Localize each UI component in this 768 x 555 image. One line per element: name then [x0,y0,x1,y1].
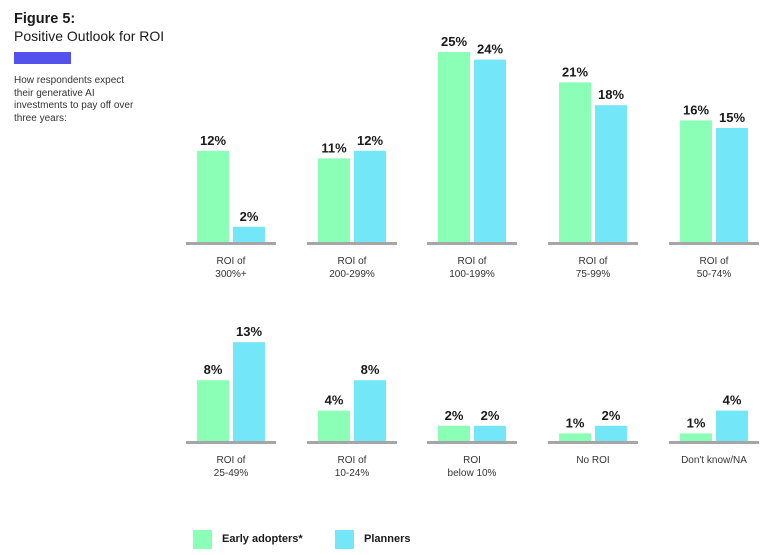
category-label-6: 10-24% [335,468,370,479]
data-label-planners-5: 13% [236,324,262,339]
category-label-3: 75-99% [576,269,611,280]
category-label-2: 100-199% [449,269,495,280]
bar-early-adopters-9 [680,433,712,441]
bar-early-adopters-1 [318,158,350,242]
data-label-planners-2: 24% [477,42,503,57]
category-label-1: 200-299% [329,269,375,280]
figure-description: How respondents expect their generative … [14,75,134,124]
baseline-2 [427,242,517,245]
roi-bar-chart: 12% 2% ROI of 300%+ 11% 12% ROI of 200-299% 25% 2… [186,34,759,479]
baseline-0 [186,242,276,245]
baseline-1 [307,242,397,245]
bar-early-adopters-5 [197,380,229,441]
bar-early-adopters-6 [318,410,350,441]
data-label-early-adopters-0: 12% [200,133,226,148]
legend-swatch-early-adopters [193,529,212,549]
bar-planners-3 [595,105,627,242]
bar-planners-1 [354,150,386,242]
category-label-7: below 10% [448,468,497,479]
bar-planners-8 [595,425,627,441]
baseline-9 [669,441,759,444]
category-label-0: ROI of [217,256,246,267]
category-label-0: 300%+ [215,269,247,280]
category-label-9: Don't know/NA [681,455,747,466]
category-label-8: No ROI [576,455,609,466]
baseline-4 [669,242,759,245]
legend-label-planners: Planners [364,533,411,545]
bar-early-adopters-7 [438,425,470,441]
data-label-early-adopters-7: 2% [445,408,464,423]
bar-planners-0 [233,226,265,242]
bar-early-adopters-3 [559,82,591,243]
baseline-8 [548,441,638,444]
category-label-1: ROI of [338,256,367,267]
category-label-3: ROI of [579,256,608,267]
data-label-early-adopters-1: 11% [321,140,347,155]
legend-item-planners: Planners [335,528,410,550]
data-label-early-adopters-4: 16% [683,102,709,117]
baseline-7 [427,441,517,444]
data-label-planners-0: 2% [240,209,259,224]
data-label-early-adopters-2: 25% [441,34,467,49]
bar-planners-9 [716,410,748,441]
bar-early-adopters-8 [559,433,591,441]
category-label-2: ROI of [458,256,487,267]
bar-planners-6 [354,380,386,441]
bar-planners-4 [716,128,748,242]
bar-planners-2 [474,59,506,242]
legend-swatch-planners [335,529,354,549]
data-label-early-adopters-8: 1% [566,415,585,430]
category-label-5: 25-49% [214,468,249,479]
baseline-5 [186,441,276,444]
data-label-planners-7: 2% [481,408,500,423]
category-label-7: ROI [463,455,481,466]
bar-planners-7 [474,425,506,441]
baseline-3 [548,242,638,245]
figure-number: Figure 5: [14,11,76,27]
data-label-early-adopters-3: 21% [562,64,588,79]
data-label-planners-3: 18% [598,87,624,102]
data-label-planners-8: 2% [602,408,621,423]
data-label-early-adopters-5: 8% [204,362,223,377]
data-label-planners-1: 12% [357,133,383,148]
data-label-planners-4: 15% [719,110,745,125]
bar-early-adopters-0 [197,150,229,242]
bar-early-adopters-2 [438,52,470,242]
bar-planners-5 [233,342,265,441]
category-label-5: ROI of [217,455,246,466]
data-label-planners-6: 8% [361,362,380,377]
data-label-early-adopters-9: 1% [687,415,706,430]
baseline-6 [307,441,397,444]
category-label-6: ROI of [338,455,367,466]
data-label-planners-9: 4% [723,393,742,408]
legend-item-early-adopters: Early adopters* [193,528,303,550]
accent-bar [14,52,71,64]
legend-label-early-adopters: Early adopters* [222,533,303,545]
category-label-4: 50-74% [697,269,732,280]
category-label-4: ROI of [700,256,729,267]
data-label-early-adopters-6: 4% [325,393,344,408]
figure-title: Positive Outlook for ROI [14,28,165,44]
bar-early-adopters-4 [680,120,712,242]
